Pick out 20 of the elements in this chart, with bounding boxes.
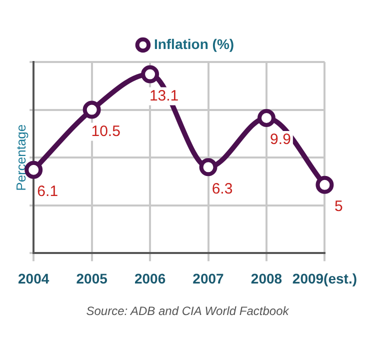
x-tick-label: 2008: [250, 270, 282, 286]
data-label: 9.9: [270, 131, 291, 148]
legend-label: Inflation (%): [154, 36, 234, 52]
data-label: 6.1: [37, 183, 58, 200]
point: [316, 176, 334, 194]
x-tick-label: 2007: [192, 270, 224, 286]
data-label: 13.1: [149, 87, 179, 104]
x-tick-label: 2004: [18, 270, 50, 286]
x-tick-label: 2005: [76, 270, 108, 286]
x-tick-label: 2009(est.): [292, 270, 357, 286]
data-label: 6.3: [212, 180, 233, 198]
x-tick-label: 2006: [134, 270, 166, 286]
source-note: Source: ADB and CIA World Factbook: [85, 304, 290, 318]
point: [141, 65, 160, 84]
point: [199, 158, 218, 176]
data-label: 10.5: [91, 122, 120, 140]
point: [82, 100, 101, 119]
point: [257, 108, 276, 127]
data-label: 5: [334, 198, 343, 216]
y-axis-title: Percentage: [13, 124, 28, 191]
